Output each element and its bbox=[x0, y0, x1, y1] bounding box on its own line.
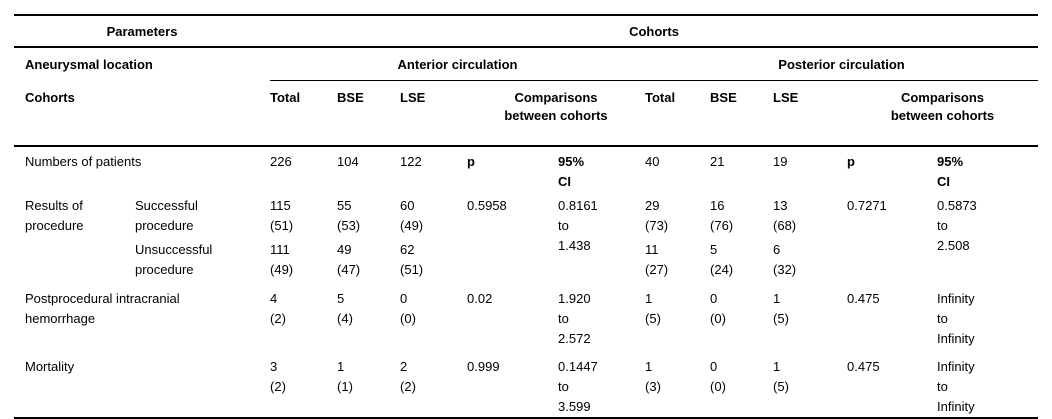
row-mortality: Mortality 3 (2) 1 (1) 2 (2) 0.999 0.1447… bbox=[14, 352, 1038, 418]
successful-ant-lse-cell: 60 (49) bbox=[400, 198, 424, 233]
anterior-total-header: Total bbox=[270, 80, 338, 147]
cohorts-label-cell: Cohorts bbox=[14, 80, 271, 147]
hemorrhage-post-p-cell: 0.475 bbox=[847, 291, 880, 306]
unsuccessful-ant-total-cell: 111 (49) bbox=[270, 242, 294, 277]
results-ant-ci-cell: 0.8161 to 1.438 bbox=[558, 198, 598, 253]
hemorrhage-post-lse-cell: 1 (5) bbox=[773, 291, 789, 326]
hemorrhage-post-total-cell: 1 (5) bbox=[645, 291, 661, 326]
mortality-post-ci-cell: Infinity to Infinity bbox=[937, 359, 975, 414]
row-numbers-of-patients: Numbers of patients 226 104 122 p 95% CI… bbox=[14, 146, 1038, 194]
hemorrhage-post-bse-cell: 0 (0) bbox=[710, 291, 726, 326]
posterior-lse-header: LSE bbox=[773, 80, 848, 147]
patients-label-cell: Numbers of patients bbox=[25, 154, 142, 169]
hemorrhage-label-cell: Postprocedural intracranial hemorrhage bbox=[25, 291, 180, 326]
successful-post-lse-cell: 13 (68) bbox=[773, 198, 797, 233]
mortality-ant-lse-cell: 2 (2) bbox=[400, 359, 416, 394]
mortality-ant-bse-cell: 1 (1) bbox=[337, 359, 353, 394]
row-results-unsuccessful: Unsuccessful procedure 111 (49) 49 (47) … bbox=[14, 240, 1038, 284]
hemorrhage-post-ci-cell: Infinity to Infinity bbox=[937, 291, 975, 346]
mortality-ant-ci-cell: 0.1447 to 3.599 bbox=[558, 359, 598, 414]
mortality-post-lse-cell: 1 (5) bbox=[773, 359, 789, 394]
patients-ant-bse-cell: 104 bbox=[337, 154, 359, 169]
anterior-ci-header: 95% CI bbox=[558, 154, 585, 189]
header-row-columns: Cohorts Total BSE LSE Comparisons betwee… bbox=[14, 80, 1039, 147]
anterior-circulation-spanner: Anterior circulation bbox=[270, 47, 646, 81]
header-row-circulation: Aneurysmal location Anterior circulation… bbox=[14, 47, 1039, 81]
unsuccessful-post-total-cell: 11 (27) bbox=[645, 242, 669, 277]
unsuccessful-post-bse-cell: 5 (24) bbox=[710, 242, 734, 277]
patients-post-lse-cell: 19 bbox=[773, 154, 788, 169]
unsuccessful-ant-bse-cell: 49 (47) bbox=[337, 242, 361, 277]
anterior-lse-header: LSE bbox=[400, 80, 468, 147]
mortality-post-p-cell: 0.475 bbox=[847, 359, 880, 374]
results-label-cell: Results of procedure bbox=[25, 198, 84, 233]
posterior-bse-header: BSE bbox=[710, 80, 774, 147]
results-ant-p-cell: 0.5958 bbox=[467, 198, 507, 213]
mortality-ant-p-cell: 0.999 bbox=[467, 359, 500, 374]
paper-table: Parameters Cohorts Aneurysmal location A… bbox=[0, 14, 1052, 419]
mortality-label-cell: Mortality bbox=[25, 359, 75, 374]
patients-ant-total-cell: 226 bbox=[270, 154, 292, 169]
mortality-post-total-cell: 1 (3) bbox=[645, 359, 661, 394]
successful-post-total-cell: 29 (73) bbox=[645, 198, 669, 233]
cohort-comparison-table: Parameters Cohorts Aneurysmal location A… bbox=[14, 14, 1039, 419]
mortality-ant-total-cell: 3 (2) bbox=[270, 359, 286, 394]
anterior-bse-header: BSE bbox=[337, 80, 401, 147]
unsuccessful-sublabel-cell: Unsuccessful procedure bbox=[135, 242, 213, 277]
anterior-comparisons-header: Comparisons between cohorts bbox=[467, 80, 646, 147]
patients-ant-lse-cell: 122 bbox=[400, 154, 422, 169]
hemorrhage-ant-total-cell: 4 (2) bbox=[270, 291, 286, 326]
row-results-successful: Results of procedure Successful procedur… bbox=[14, 194, 1038, 253]
successful-post-bse-cell: 16 (76) bbox=[710, 198, 734, 233]
header-row-top: Parameters Cohorts bbox=[14, 15, 1039, 48]
hemorrhage-ant-bse-cell: 5 (4) bbox=[337, 291, 353, 326]
anterior-p-header: p bbox=[467, 154, 475, 169]
row-hemorrhage: Postprocedural intracranial hemorrhage 4… bbox=[14, 284, 1038, 352]
posterior-p-header: p bbox=[847, 154, 855, 169]
cohorts-header-cell: Cohorts bbox=[270, 15, 1039, 48]
posterior-total-header: Total bbox=[645, 80, 711, 147]
mortality-post-bse-cell: 0 (0) bbox=[710, 359, 726, 394]
successful-ant-total-cell: 115 (51) bbox=[270, 198, 294, 233]
unsuccessful-ant-lse-cell: 62 (51) bbox=[400, 242, 424, 277]
successful-sublabel-cell: Successful procedure bbox=[135, 198, 198, 233]
patients-post-bse-cell: 21 bbox=[710, 154, 725, 169]
posterior-ci-header: 95% CI bbox=[937, 154, 964, 189]
results-post-ci-cell: 0.5873 to 2.508 bbox=[937, 198, 977, 253]
hemorrhage-ant-lse-cell: 0 (0) bbox=[400, 291, 416, 326]
posterior-comparisons-header: Comparisons between cohorts bbox=[847, 80, 1039, 147]
unsuccessful-post-lse-cell: 6 (32) bbox=[773, 242, 797, 277]
patients-post-total-cell: 40 bbox=[645, 154, 660, 169]
successful-ant-bse-cell: 55 (53) bbox=[337, 198, 361, 233]
results-post-p-cell: 0.7271 bbox=[847, 198, 887, 213]
aneurysmal-location-cell: Aneurysmal location bbox=[25, 56, 153, 72]
posterior-circulation-spanner: Posterior circulation bbox=[645, 47, 1039, 81]
parameters-header-cell: Parameters bbox=[14, 15, 271, 48]
hemorrhage-ant-ci-cell: 1.920 to 2.572 bbox=[558, 291, 591, 346]
hemorrhage-ant-p-cell: 0.02 bbox=[467, 291, 493, 306]
